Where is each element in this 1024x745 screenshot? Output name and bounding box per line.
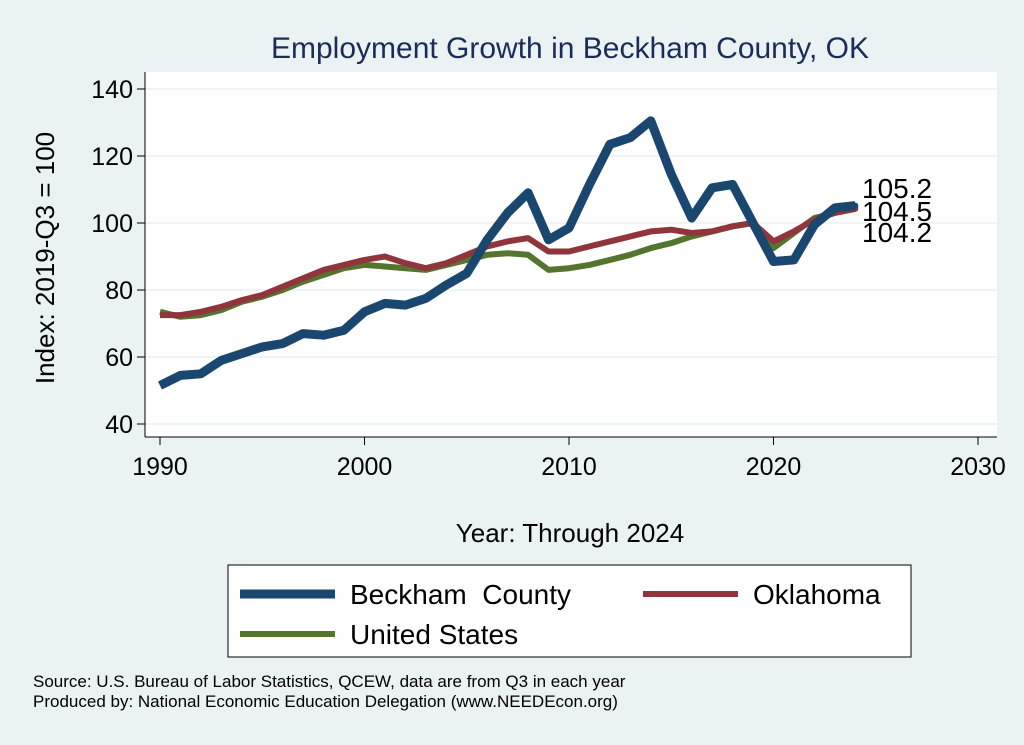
end-label-2: 104.5 xyxy=(862,196,932,227)
y-axis-label: Index: 2019-Q3 = 100 xyxy=(30,132,60,384)
x-tick-label: 2010 xyxy=(541,453,597,481)
series-lines xyxy=(158,116,859,390)
legend: Beckham County Oklahoma United States xyxy=(227,564,912,658)
plot-area xyxy=(145,72,997,437)
series-end-point-0 xyxy=(852,202,859,209)
x-tick-label: 1990 xyxy=(132,453,188,481)
legend-label-1: Oklahoma xyxy=(753,579,881,610)
y-tick-label: 120 xyxy=(91,143,133,171)
x-tick-label: 2030 xyxy=(950,453,1006,481)
y-tick-label: 80 xyxy=(105,277,133,305)
source-note: Source: U.S. Bureau of Labor Statistics,… xyxy=(33,672,626,691)
series-line-0 xyxy=(158,116,856,390)
legend-label-0: Beckham County xyxy=(350,579,571,610)
produced-by-note: Produced by: National Economic Education… xyxy=(33,692,618,711)
employment-growth-chart: Employment Growth in Beckham County, OK … xyxy=(30,32,1006,658)
axes: 40 60 80 100 120 140 1990 2000 2010 2020 2030 xyxy=(91,72,1006,481)
y-tick-label: 100 xyxy=(91,210,133,238)
end-label-1: 104.2 xyxy=(862,217,932,248)
end-label-0: 105.2 xyxy=(862,173,932,204)
chart-title: Employment Growth in Beckham County, OK xyxy=(271,32,869,65)
series-line-1 xyxy=(160,205,856,319)
legend-box xyxy=(227,564,912,658)
y-tick-label: 140 xyxy=(91,76,133,104)
y-tick-label: 60 xyxy=(105,344,133,372)
x-axis-label: Year: Through 2024 xyxy=(456,518,684,548)
x-tick-label: 2020 xyxy=(746,453,802,481)
x-tick-label: 2000 xyxy=(337,453,393,481)
y-tick-label: 40 xyxy=(105,411,133,439)
legend-label-2: United States xyxy=(350,619,518,650)
